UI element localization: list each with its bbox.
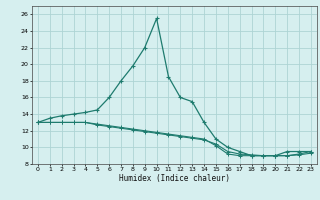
X-axis label: Humidex (Indice chaleur): Humidex (Indice chaleur): [119, 174, 230, 183]
